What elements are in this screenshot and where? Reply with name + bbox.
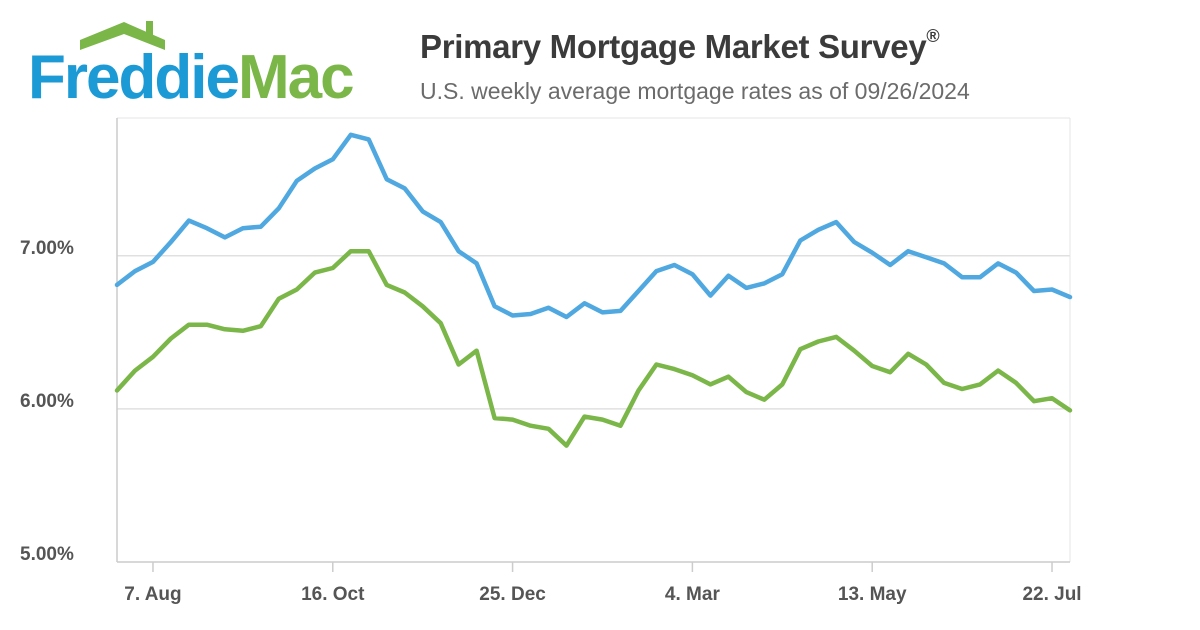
series-line-2 xyxy=(114,248,1073,448)
x-tick-label: 7. Aug xyxy=(124,584,181,605)
freddie-mac-logo: FreddieMac xyxy=(28,18,388,110)
svg-text:FreddieMac: FreddieMac xyxy=(28,43,353,110)
house-roof-icon xyxy=(80,22,165,50)
logo-text-freddie: Freddie xyxy=(28,43,238,110)
series-lines xyxy=(114,132,1073,448)
x-tick-label: 22. Jul xyxy=(1022,584,1081,605)
logo-text-mac: Mac xyxy=(238,43,353,110)
x-tick-label: 25. Dec xyxy=(479,584,546,605)
chart-subtitle: U.S. weekly average mortgage rates as of… xyxy=(420,78,970,104)
gridlines xyxy=(117,255,1070,410)
chart-title: Primary Mortgage Market Survey® xyxy=(420,26,940,65)
registered-mark: ® xyxy=(926,26,940,46)
y-tick-label: 6.00% xyxy=(20,391,74,412)
x-tick-label: 4. Mar xyxy=(665,584,721,605)
axis-labels: 5.00% 6.00% 7.00% 7. Aug 16. Oct 25. Dec 4. Ma… xyxy=(20,238,1082,605)
x-tick-label: 13. May xyxy=(838,584,907,605)
x-tick-label: 16. Oct xyxy=(301,584,365,605)
y-tick-label: 7.00% xyxy=(20,238,74,259)
series-line-1 xyxy=(114,132,1073,320)
y-tick-label: 5.00% xyxy=(20,544,74,565)
axes xyxy=(116,117,1071,572)
